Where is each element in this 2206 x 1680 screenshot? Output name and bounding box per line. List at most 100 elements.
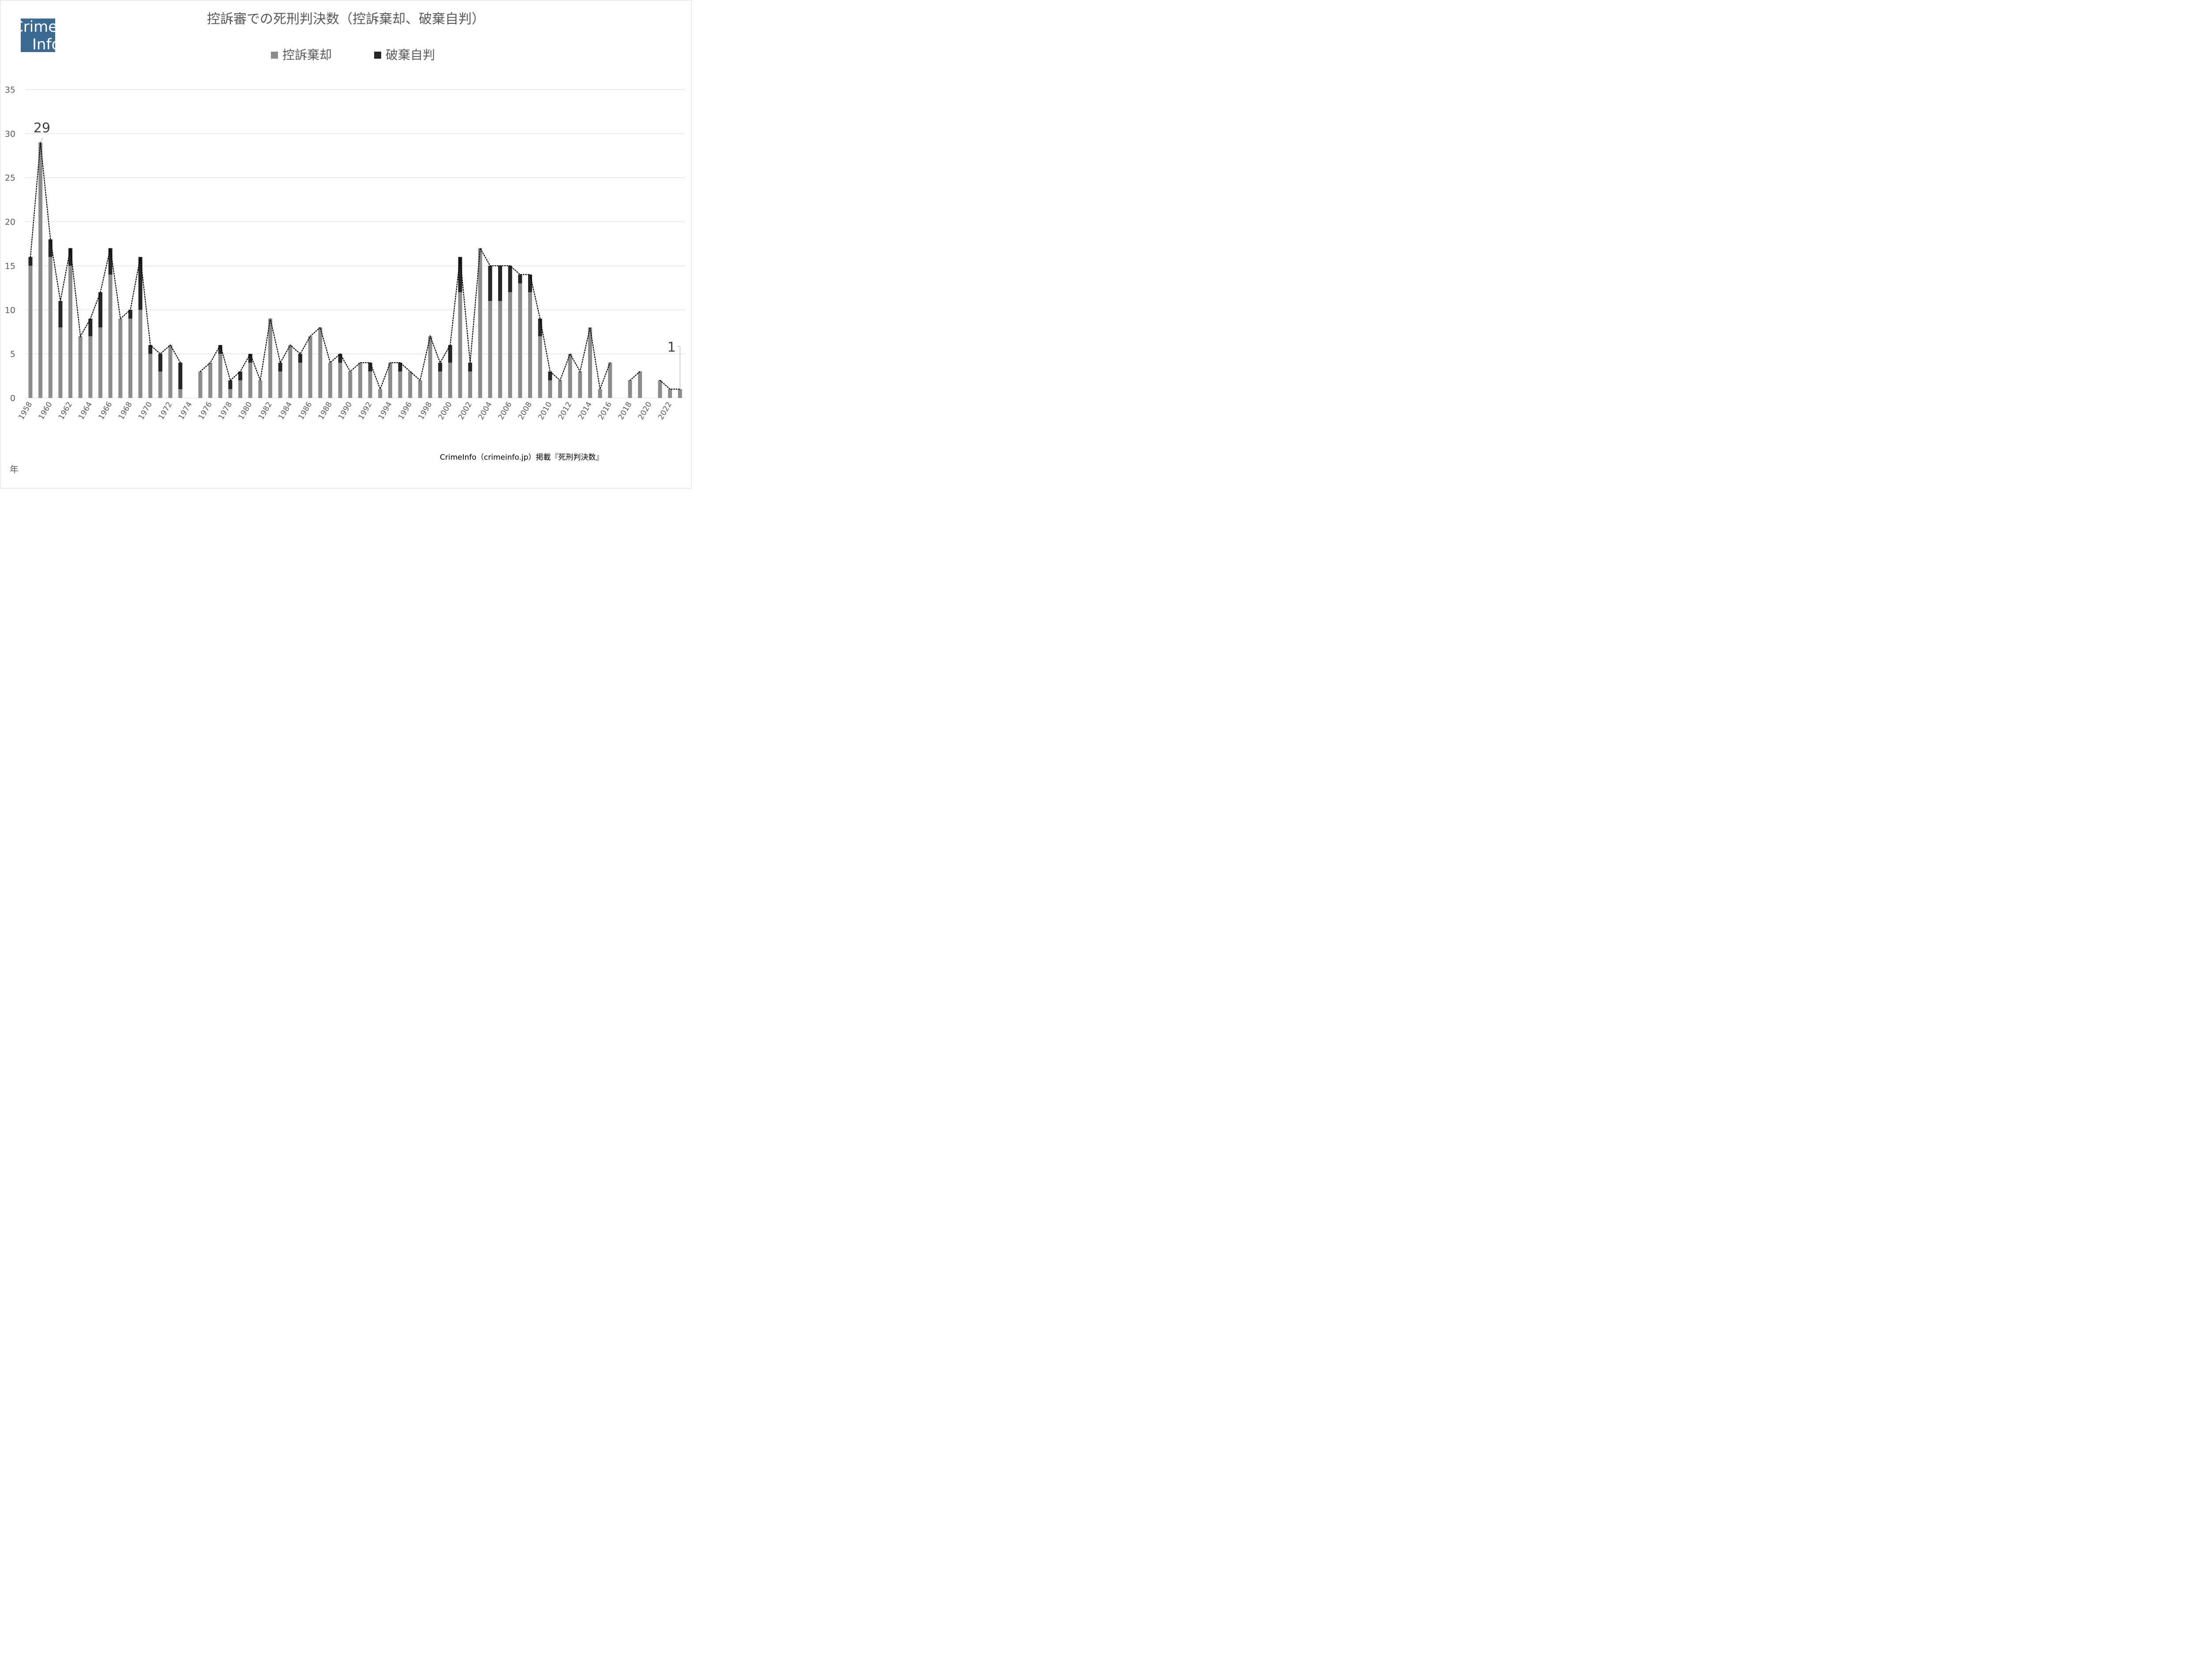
bar-segment-kouso-kikyaku (208, 363, 213, 398)
x-tick-label: 2016 (597, 401, 614, 421)
x-tick-label: 1982 (257, 401, 274, 421)
bar-segment-kouso-kikyaku (98, 327, 103, 398)
x-tick-label: 1998 (416, 401, 434, 421)
bar-segment-haki-jihan (248, 354, 252, 363)
x-tick-label: 1960 (37, 401, 54, 421)
x-tick-label: 1964 (77, 401, 94, 421)
x-tick-label: 1970 (137, 401, 154, 421)
x-tick-label: 1988 (317, 401, 334, 421)
bar-segment-kouso-kikyaku (388, 363, 392, 398)
x-tick-label: 1968 (117, 401, 134, 421)
bar-segment-kouso-kikyaku (498, 301, 503, 398)
bar-segment-haki-jihan (498, 266, 503, 301)
x-tick-label: 1978 (217, 401, 234, 421)
bar-segment-kouso-kikyaku (258, 380, 263, 398)
bar-segment-kouso-kikyaku (508, 292, 512, 398)
x-tick-label: 2018 (616, 401, 634, 421)
x-tick-label: 2000 (437, 401, 454, 421)
bar-segment-haki-jihan (448, 345, 452, 363)
x-tick-label: 1994 (377, 401, 394, 421)
bar-segment-haki-jihan (128, 310, 132, 319)
source-credit: CrimeInfo（crimeinfo.jp）掲載『死刑判決数』 (440, 453, 604, 462)
bar-segment-haki-jihan (488, 266, 492, 301)
bar-segment-kouso-kikyaku (268, 319, 273, 398)
bar-segment-haki-jihan (438, 363, 443, 372)
bar-segment-haki-jihan (548, 371, 552, 381)
x-tick-label: 2010 (536, 401, 554, 421)
bar-segment-kouso-kikyaku (418, 380, 422, 398)
bar-segment-kouso-kikyaku (68, 266, 73, 398)
bar-segment-haki-jihan (278, 363, 282, 372)
bar-segment-kouso-kikyaku (588, 327, 592, 398)
bar-segment-kouso-kikyaku (88, 336, 93, 398)
bar-segment-kouso-kikyaku (298, 363, 303, 398)
bar-segment-haki-jihan (338, 354, 342, 363)
bar-segment-kouso-kikyaku (358, 363, 362, 398)
x-tick-label: 1996 (397, 401, 414, 421)
bar-segment-kouso-kikyaku (278, 371, 282, 398)
x-tick-label: 1992 (356, 401, 374, 421)
bar-segment-haki-jihan (218, 345, 222, 354)
bar-segment-kouso-kikyaku (138, 310, 143, 398)
bar-segment-haki-jihan (158, 354, 162, 372)
bar-segment-kouso-kikyaku (638, 371, 642, 398)
x-tick-label: 1962 (57, 401, 74, 421)
bar-segment-haki-jihan (538, 319, 542, 337)
legend-label-haki-jihan: 破棄自判 (386, 48, 435, 62)
bar-segment-haki-jihan (98, 292, 103, 328)
bar-segment-haki-jihan (398, 363, 402, 372)
bar-segment-kouso-kikyaku (198, 371, 203, 398)
bar-segment-kouso-kikyaku (48, 257, 53, 398)
y-tick-label: 35 (5, 85, 15, 95)
bar-segment-haki-jihan (58, 301, 63, 328)
bar-segment-kouso-kikyaku (628, 380, 632, 398)
x-tick-label: 1972 (157, 401, 174, 421)
bar-segment-haki-jihan (28, 257, 33, 266)
annotation-leader-2023 (677, 346, 680, 390)
x-tick-label: 2006 (497, 401, 514, 421)
annotation-leader-1959 (40, 138, 43, 143)
bar-segment-haki-jihan (528, 274, 532, 292)
bar-segment-kouso-kikyaku (58, 327, 63, 398)
bar-segment-haki-jihan (178, 363, 183, 390)
x-tick-label: 2020 (637, 401, 654, 421)
bar-segment-kouso-kikyaku (408, 371, 413, 398)
x-tick-label: 1990 (337, 401, 354, 421)
bar-segment-kouso-kikyaku (338, 363, 342, 398)
bar-segment-kouso-kikyaku (328, 363, 332, 398)
bar-segment-kouso-kikyaku (538, 336, 542, 398)
bar-segment-kouso-kikyaku (178, 389, 183, 398)
bar-segment-kouso-kikyaku (38, 142, 43, 398)
y-tick-label: 20 (5, 218, 15, 227)
bar-segment-haki-jihan (228, 380, 233, 390)
bar-segment-haki-jihan (108, 248, 113, 275)
bar-segment-kouso-kikyaku (78, 336, 83, 398)
bar-segment-kouso-kikyaku (448, 363, 452, 398)
x-axis-label: 年 (10, 464, 19, 475)
y-tick-label: 15 (5, 261, 15, 271)
bar-segment-kouso-kikyaku (218, 354, 222, 398)
bar-segment-kouso-kikyaku (608, 363, 612, 398)
x-tick-label: 1986 (297, 401, 314, 421)
bar-segment-kouso-kikyaku (28, 266, 33, 398)
bar-segment-kouso-kikyaku (658, 380, 662, 398)
chart-title: 控訴審での死刑判決数（控訴棄却、破棄自判） (207, 11, 485, 27)
bar-segment-haki-jihan (518, 274, 522, 284)
bar-segment-kouso-kikyaku (168, 345, 173, 398)
bar-segment-kouso-kikyaku (228, 389, 233, 398)
bar-segment-kouso-kikyaku (148, 354, 153, 398)
bar-segment-kouso-kikyaku (108, 274, 113, 398)
bar-segment-kouso-kikyaku (668, 389, 672, 398)
x-tick-label: 2008 (517, 401, 534, 421)
bar-segment-kouso-kikyaku (398, 371, 402, 398)
x-tick-label: 1974 (177, 401, 194, 421)
logo-text-info: Info (32, 36, 61, 53)
bar-segment-haki-jihan (298, 354, 303, 363)
bar-segment-haki-jihan (138, 257, 143, 310)
annotation-label-2023: 1 (667, 340, 675, 355)
x-tick-label: 2014 (577, 401, 594, 421)
y-tick-label: 30 (5, 129, 15, 139)
bar-segment-kouso-kikyaku (158, 371, 162, 398)
bar-segment-kouso-kikyaku (558, 380, 562, 398)
